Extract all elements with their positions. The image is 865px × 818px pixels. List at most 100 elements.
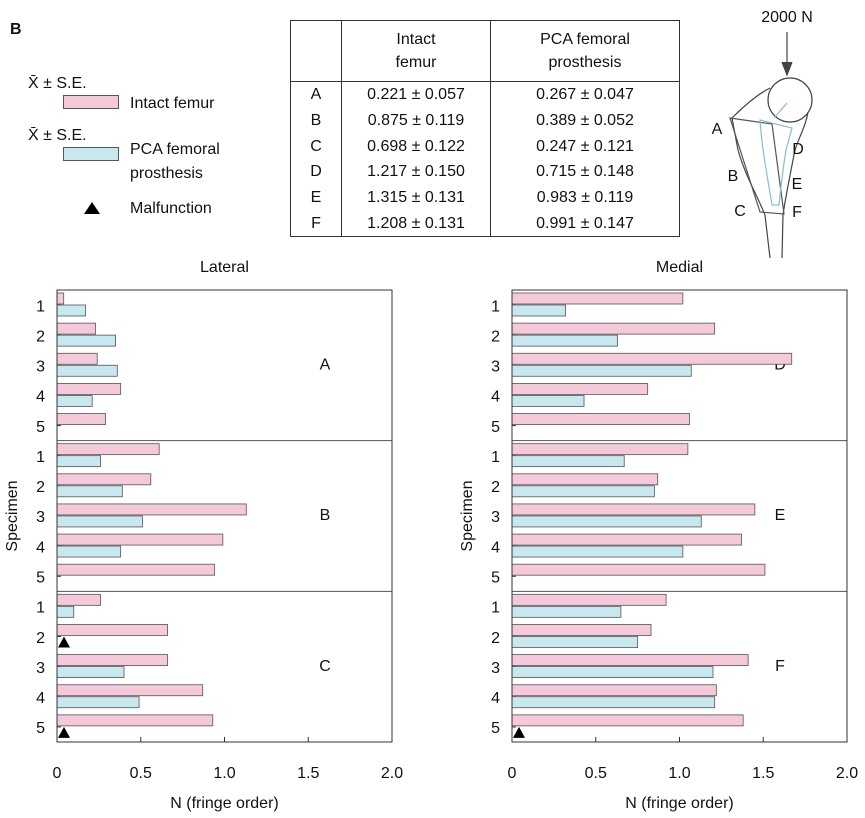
legend-swatch xyxy=(63,147,119,161)
bar xyxy=(56,545,122,558)
bar xyxy=(511,563,766,576)
bar xyxy=(56,605,75,618)
bar xyxy=(511,624,652,636)
table-cell: 0.991 ± 0.147 xyxy=(536,214,634,232)
bar xyxy=(511,503,756,516)
malfunction-marker xyxy=(58,726,70,738)
x-tick-label: 0 xyxy=(508,765,517,782)
chart-title: Medial xyxy=(656,259,703,276)
table-cell: 0.875 ± 0.119 xyxy=(341,107,491,134)
table-row: E 1.315 ± 0.131 0.983 ± 0.119 xyxy=(290,184,680,211)
column-header: Intact femur xyxy=(395,31,437,71)
bar xyxy=(511,666,714,678)
malfunction-marker xyxy=(513,726,525,738)
table-row: B 0.875 ± 0.119 0.389 ± 0.052 xyxy=(290,107,680,134)
y-tick-label: 4 xyxy=(36,389,45,406)
table-row: A 0.221 ± 0.057 0.267 ± 0.047 xyxy=(290,81,680,108)
bar xyxy=(511,394,585,407)
y-tick-label: 4 xyxy=(491,690,500,707)
bar xyxy=(511,352,793,365)
table-cell: 0.698 ± 0.122 xyxy=(341,133,491,159)
y-tick-label: 1 xyxy=(36,298,45,315)
y-tick-label: 1 xyxy=(36,449,45,466)
table-cell: 0.247 ± 0.121 xyxy=(536,137,634,155)
y-tick-label: 5 xyxy=(36,720,45,737)
bar xyxy=(511,455,625,468)
y-tick-label: 2 xyxy=(491,479,500,496)
y-tick-label: 2 xyxy=(491,630,500,647)
load-label: 2000 N xyxy=(761,9,813,26)
legend-stat-label: X̄ ± S.E. xyxy=(28,75,87,92)
y-tick-label: 1 xyxy=(491,600,500,617)
bar xyxy=(56,473,152,486)
y-tick-label: 2 xyxy=(491,328,500,345)
y-tick-label: 3 xyxy=(491,660,500,677)
femur-diagram xyxy=(729,32,813,259)
y-tick-label: 5 xyxy=(491,569,500,586)
panel-label: B xyxy=(10,21,22,38)
table-cell: C xyxy=(290,133,342,159)
x-tick-label: 0 xyxy=(53,765,62,782)
legend-label: Intact femur xyxy=(130,95,215,112)
y-tick-label: 3 xyxy=(36,660,45,677)
diagram-label: A xyxy=(712,121,723,138)
bar xyxy=(56,334,117,347)
legend-malfunction-marker xyxy=(84,202,100,214)
y-tick-label: 1 xyxy=(491,298,500,315)
x-tick-label: 0.5 xyxy=(130,765,152,782)
bar xyxy=(56,714,214,727)
y-tick-label: 2 xyxy=(36,630,45,647)
bar xyxy=(511,334,618,347)
table-cell: 1.217 ± 0.150 xyxy=(341,158,491,185)
bar xyxy=(511,413,690,425)
y-tick-label: 5 xyxy=(491,720,500,737)
bar xyxy=(56,322,96,335)
bar xyxy=(511,593,667,606)
x-axis-label: N (fringe order) xyxy=(625,795,733,812)
plot-frame xyxy=(511,289,848,743)
legend-swatch xyxy=(63,95,119,109)
legend-label: PCA femoral prosthesis xyxy=(130,141,220,182)
group-label: D xyxy=(774,357,786,374)
diagram-label: C xyxy=(734,203,746,220)
bar xyxy=(56,455,101,468)
diagram-label: D xyxy=(792,141,804,158)
bar xyxy=(511,684,717,697)
group-label: C xyxy=(319,658,331,675)
y-tick-label: 1 xyxy=(491,449,500,466)
table-cell: A xyxy=(290,81,342,108)
summary-table: Intact femur PCA femoral prosthesis A 0.2… xyxy=(290,20,680,237)
table-cell: 0.983 ± 0.119 xyxy=(536,188,634,206)
bar xyxy=(56,292,65,305)
table-cell: 1.208 ± 0.131 xyxy=(341,210,491,237)
x-tick-label: 0.5 xyxy=(585,765,607,782)
bar xyxy=(56,485,123,498)
legend-stat-label: X̄ ± S.E. xyxy=(28,127,87,144)
bar xyxy=(56,654,168,666)
bar xyxy=(56,533,224,546)
bar xyxy=(511,696,716,709)
y-tick-label: 4 xyxy=(491,539,500,556)
x-tick-label: 2.0 xyxy=(381,765,403,782)
table-cell: 1.315 ± 0.131 xyxy=(341,184,491,211)
table-cell: B xyxy=(290,107,342,134)
y-axis-label: Specimen xyxy=(4,480,21,551)
y-tick-label: 3 xyxy=(36,359,45,376)
bar xyxy=(511,364,692,377)
group-label: A xyxy=(320,357,331,374)
bar xyxy=(56,382,122,395)
group-label: E xyxy=(775,507,786,524)
bar xyxy=(511,322,716,335)
bar xyxy=(56,666,125,678)
bar xyxy=(56,624,168,636)
table-cell: 0.221 ± 0.057 xyxy=(341,81,491,108)
diagram-label: B xyxy=(728,168,739,185)
table-row: D 1.217 ± 0.150 0.715 ± 0.148 xyxy=(290,158,680,185)
diagram-label: E xyxy=(792,176,803,193)
bar xyxy=(511,714,744,727)
y-tick-label: 2 xyxy=(36,328,45,345)
bar xyxy=(56,394,93,407)
bar xyxy=(511,545,684,558)
y-tick-label: 4 xyxy=(36,539,45,556)
